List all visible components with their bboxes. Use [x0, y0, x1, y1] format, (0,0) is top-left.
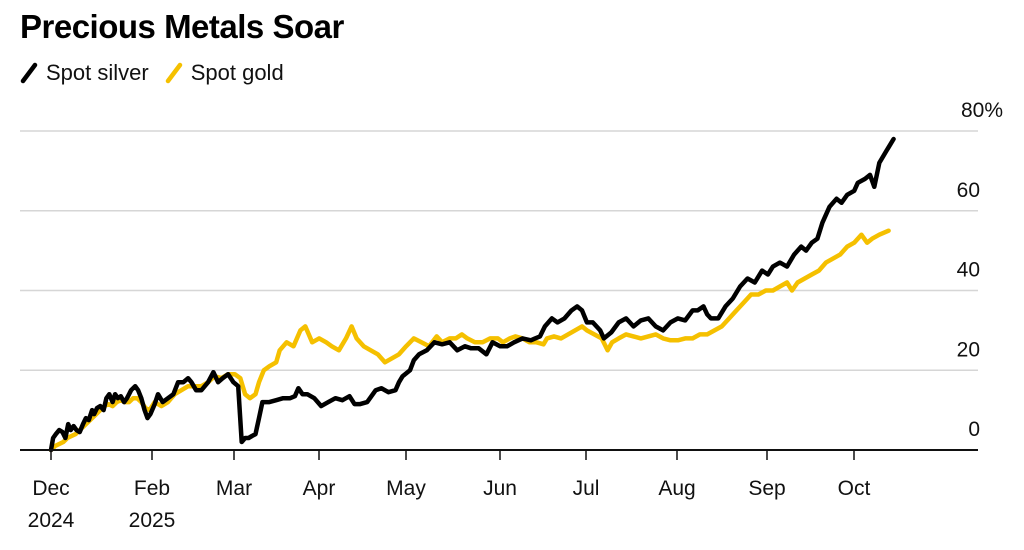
x-axis: Dec 2024 Feb 2025 Mar Apr May Jun Jul Aug Sep Oct [20, 449, 978, 532]
x-tick-label: Mar [216, 477, 252, 500]
y-tick-label: 40 [957, 259, 980, 282]
legend-item-gold: Spot gold [165, 60, 284, 86]
y-axis-ticks: 0 20 40 60 80% [957, 99, 1003, 441]
x-tick-year-label: 2025 [129, 509, 176, 532]
x-tick-label: Dec [32, 477, 69, 500]
y-tick-label: 20 [957, 338, 980, 361]
legend-item-silver: Spot silver [20, 60, 149, 86]
series-line-spot-gold [48, 228, 891, 453]
x-tick-label: Oct [838, 477, 871, 500]
x-tick-label: Jul [573, 477, 600, 500]
y-tick-label: 80% [961, 99, 1003, 122]
silver-swatch-icon [20, 62, 38, 84]
legend: Spot silver Spot gold [20, 60, 300, 86]
x-tick-label: Aug [658, 477, 695, 500]
y-tick-label: 0 [968, 418, 980, 441]
y-tick-label: 60 [957, 179, 980, 202]
legend-label-silver: Spot silver [46, 60, 149, 85]
x-tick-label: Sep [748, 477, 785, 500]
x-tick-label: May [386, 477, 426, 500]
gold-swatch-icon [165, 62, 182, 84]
series-lines [48, 136, 896, 453]
x-tick-label: Apr [303, 477, 336, 500]
x-tick-year-label: 2024 [28, 509, 75, 532]
series-line-spot-silver [48, 136, 896, 453]
legend-label-gold: Spot gold [190, 60, 284, 85]
gridlines [20, 130, 978, 371]
x-tick-label: Feb [134, 477, 170, 500]
x-tick-label: Jun [483, 477, 517, 500]
chart-title: Precious Metals Soar [20, 8, 344, 45]
